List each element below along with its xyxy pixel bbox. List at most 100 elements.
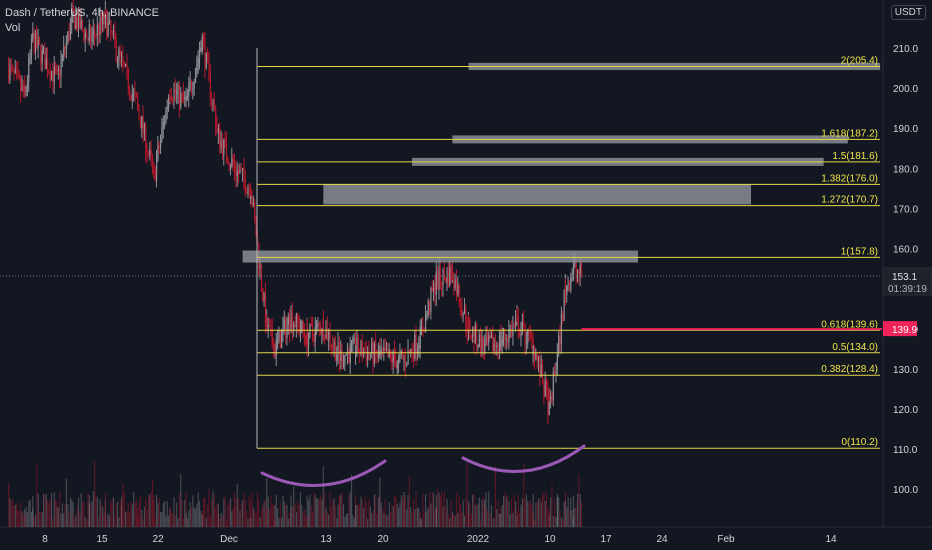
candle-body [308,336,310,348]
candle-body [466,326,468,333]
volume-bar [556,496,558,527]
candle-body [377,350,380,358]
candle-body [84,32,86,40]
volume-bar [25,507,27,527]
volume-bar [546,493,548,527]
volume-bar [325,507,327,527]
volume-bar [351,474,353,527]
volume-bar [357,505,359,527]
volume-bar [282,496,284,527]
candle-body [429,301,431,313]
volume-bar [186,518,189,527]
volume-bar [162,503,164,527]
candle-body [91,35,93,42]
volume-bar [260,509,262,527]
volume-bar [107,513,109,527]
volume-bar [248,496,250,527]
candle-body [8,68,10,81]
candle-body [126,64,128,69]
volume-bar [168,515,170,527]
volume-bar [581,501,583,527]
candle-body [95,34,97,36]
volume-bar [422,493,424,527]
candle-body [33,32,35,53]
volume-bar [68,512,70,527]
volume-bar [60,513,62,527]
candle-body [509,328,511,331]
candle-body [75,17,77,29]
candle-body [407,350,409,365]
volume-bar [200,510,202,527]
candle-body [322,318,324,337]
candle-body [427,301,429,315]
last-price-badge [882,267,932,296]
volume-bar [305,517,307,527]
candle-body [55,66,57,72]
x-tick-label: 14 [825,534,837,545]
volume-bar [346,513,349,527]
volume-bar [231,511,233,527]
rounded-bottom-arc [260,459,387,487]
candle-body [52,71,54,83]
candle-body [462,314,464,316]
volume-bar [213,494,215,527]
volume-bar [578,474,580,527]
volume-bar [498,513,501,527]
volume-bar [145,497,147,527]
candle-body [181,93,183,95]
candle-body [196,63,198,72]
candle-body [301,320,303,331]
candle-body [21,85,23,91]
volume-bar [201,515,203,527]
candle-body [37,39,39,48]
candle-body [396,362,398,369]
volume-bar [143,507,145,527]
candle-body [310,323,312,326]
candle-body [503,330,505,340]
volume-bar [111,498,113,527]
candle-body [239,170,241,174]
y-tick-label: 100.0 [893,485,918,496]
candle-body [65,41,68,50]
candle-body [546,381,548,390]
candle-body [293,323,295,330]
candle-body [297,313,299,323]
candle-body [504,330,506,340]
volume-bar [298,504,300,527]
volume-bar [8,483,10,527]
volume-bar [193,507,195,527]
volume-bar [263,501,265,527]
volume-bar [24,514,26,527]
currency-unit-button[interactable]: USDT [890,5,926,20]
candle-body [244,178,246,193]
candle-body [348,351,350,363]
candle-body [110,20,112,32]
volume-bar [90,505,92,527]
candle-body [49,72,51,80]
volume-bar [67,503,69,527]
volume-bar [177,517,179,527]
candle-body [142,116,144,134]
candle-body [459,303,462,308]
volume-bar [38,512,41,527]
candle-body [121,56,123,58]
fib-level-label: 0.382(128.4) [821,364,878,375]
candle-body [68,31,70,40]
volume-bar [216,503,218,527]
volume-bar [86,518,88,527]
volume-bar [333,498,335,527]
candle-body [28,58,30,82]
volume-bar [125,511,127,527]
volume-bar [13,505,15,527]
volume-bar [392,506,394,527]
candle-body [173,89,175,100]
candle-body [458,285,460,304]
candle-body [572,263,575,270]
volume-bar [56,507,58,527]
volume-bar [262,504,264,527]
candle-body [264,293,267,326]
candle-body [442,269,444,286]
candle-body [32,32,34,39]
volume-bar [412,499,414,527]
